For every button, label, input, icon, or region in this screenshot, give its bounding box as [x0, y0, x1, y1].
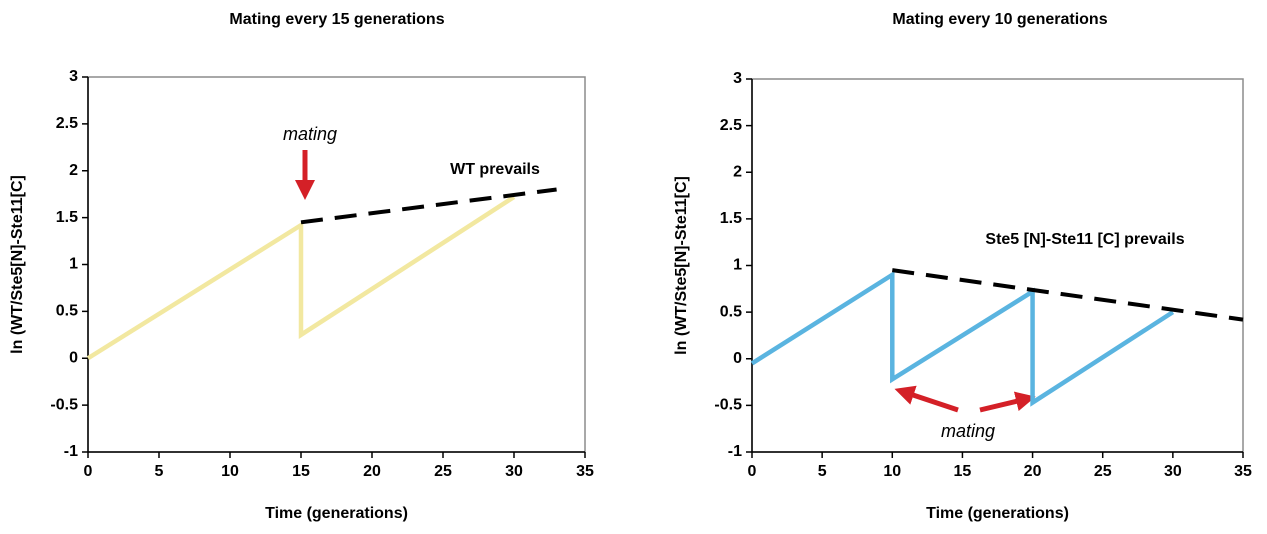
y-axis-label: ln (WT/Ste5[N]-Ste11[C] [673, 176, 690, 355]
x-tick-label: 0 [84, 463, 93, 480]
y-tick-label: -1 [728, 443, 742, 460]
annotation: WT prevails [450, 161, 540, 178]
x-tick-label: 10 [883, 463, 901, 480]
x-tick-label: 35 [576, 463, 594, 480]
annotation: Ste5 [N]-Ste11 [C] prevails [985, 231, 1184, 248]
y-tick-label: 1 [733, 257, 742, 274]
plot-frame [751, 78, 1244, 453]
x-tick-label: 25 [434, 463, 452, 480]
y-tick-label: 2.5 [56, 115, 78, 132]
arrow [894, 385, 959, 413]
x-tick-label: 10 [221, 463, 239, 480]
annotation: mating [941, 421, 995, 441]
x-tick-label: 30 [1164, 463, 1182, 480]
x-axis-label: Time (generations) [926, 505, 1069, 522]
trend-line [300, 187, 557, 225]
x-tick-label: 0 [748, 463, 757, 480]
y-tick-label: -0.5 [714, 397, 742, 414]
y-tick-label: 0 [733, 350, 742, 367]
trend-line [892, 268, 1244, 322]
x-tick-label: 35 [1234, 463, 1252, 480]
chart-title: Mating every 15 generations [229, 11, 444, 28]
y-tick-label: 1 [69, 256, 78, 273]
y-tick-label: 0 [69, 349, 78, 366]
x-tick-label: 15 [292, 463, 310, 480]
y-tick-label: 2 [69, 162, 78, 179]
x-tick-label: 5 [818, 463, 827, 480]
y-tick-label: 0.5 [56, 303, 78, 320]
y-tick-label: 1.5 [720, 210, 742, 227]
x-tick-label: 25 [1094, 463, 1112, 480]
y-tick-label: -0.5 [50, 396, 78, 413]
y-tick-label: 0.5 [720, 303, 742, 320]
annotation: mating [283, 124, 337, 144]
y-tick-label: 3 [69, 68, 78, 85]
data-line [750, 270, 1175, 407]
y-tick-label: 3 [733, 70, 742, 87]
x-tick-label: 30 [505, 463, 523, 480]
x-axis-label: Time (generations) [265, 505, 408, 522]
chart-title: Mating every 10 generations [892, 11, 1107, 28]
y-tick-label: 2.5 [720, 117, 742, 134]
x-tick-label: 15 [954, 463, 972, 480]
x-tick-label: 20 [1024, 463, 1042, 480]
y-tick-label: 1.5 [56, 209, 78, 226]
arrow [979, 391, 1036, 413]
x-tick-label: 5 [155, 463, 164, 480]
data-line [86, 195, 516, 361]
y-tick-label: -1 [64, 443, 78, 460]
x-tick-label: 20 [363, 463, 381, 480]
y-tick-label: 2 [733, 163, 742, 180]
y-axis-label: ln (WT/Ste5[N]-Ste11[C] [9, 175, 26, 354]
